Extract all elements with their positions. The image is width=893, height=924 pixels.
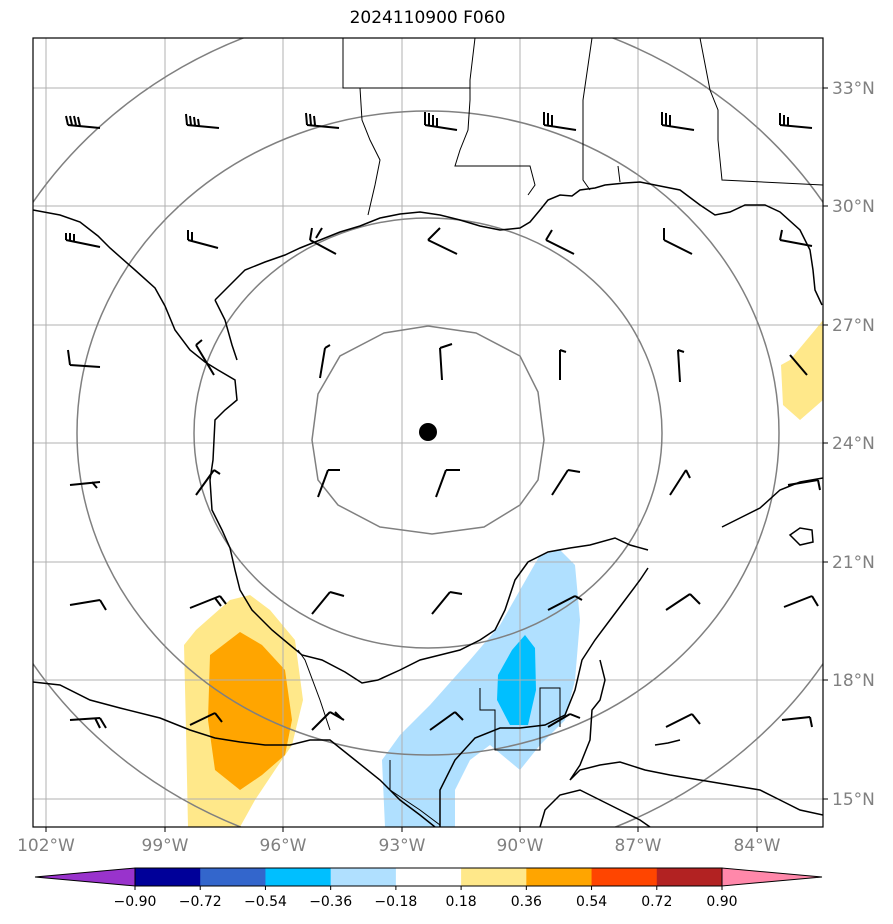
colorbar-extend-min: [34, 867, 136, 887]
colorbar-segment: [265, 868, 332, 886]
colorbar-outline: [134, 867, 723, 887]
lon-label: 96°W: [260, 836, 307, 856]
lat-label: 18°N: [832, 671, 875, 691]
colorbar-segment: [591, 868, 658, 886]
colorbar-segment: [330, 868, 397, 886]
colorbar-tick-label: −0.36: [309, 894, 352, 910]
colorbar-segment: [461, 868, 527, 886]
colorbar-segment: [656, 868, 723, 886]
map-frame: [32, 37, 824, 828]
wind-barbs: [65, 112, 821, 731]
lat-label: 27°N: [832, 316, 875, 336]
lon-label: 99°W: [142, 836, 189, 856]
lat-label: 33°N: [832, 79, 875, 99]
colorbar-tick-label: 0.72: [641, 894, 672, 910]
range-rings: [33, 38, 823, 827]
lon-label: 102°W: [17, 836, 75, 856]
lat-label: 30°N: [832, 197, 875, 217]
tick-marks: [45, 87, 828, 832]
colorbar-extend-max: [721, 867, 823, 887]
colorbar-tick-label: 0.36: [511, 894, 542, 910]
colorbar-tick-label: −0.54: [244, 894, 287, 910]
coastlines: [33, 181, 823, 827]
colorbar-segment: [395, 868, 462, 886]
longitude-labels: 102°W 99°W 96°W 93°W 90°W 87°W 84°W: [17, 836, 781, 856]
lat-label: 21°N: [832, 553, 875, 573]
lon-label: 93°W: [379, 836, 426, 856]
latitude-labels: 33°N 30°N 27°N 24°N 21°N 18°N 15°N: [832, 79, 875, 810]
lon-label: 87°W: [615, 836, 662, 856]
graticule: [33, 38, 823, 827]
storm-center-marker: [419, 423, 437, 441]
colorbar-tick-label: −0.18: [374, 894, 417, 910]
colorbar-tick-label: 0.18: [446, 894, 477, 910]
colorbar-segment: [200, 868, 266, 886]
colorbar-tick-label: 0.90: [706, 894, 737, 910]
colorbar-tick-label: −0.90: [114, 894, 157, 910]
map-title: 2024110900 F060: [349, 8, 506, 28]
lon-label: 90°W: [497, 836, 544, 856]
state-borders: [297, 38, 823, 826]
colorbar-segment: [135, 868, 201, 886]
lon-label: 84°W: [734, 836, 781, 856]
lat-label: 15°N: [832, 790, 875, 810]
colorbar-tick-label: −0.72: [179, 894, 222, 910]
colorbar-segment: [526, 868, 593, 886]
colorbar: −0.90 −0.72 −0.54 −0.36 −0.18 0.18 0.36 0.54 0.7…: [34, 867, 823, 910]
lat-label: 24°N: [832, 434, 875, 454]
colorbar-tick-label: 0.54: [576, 894, 607, 910]
